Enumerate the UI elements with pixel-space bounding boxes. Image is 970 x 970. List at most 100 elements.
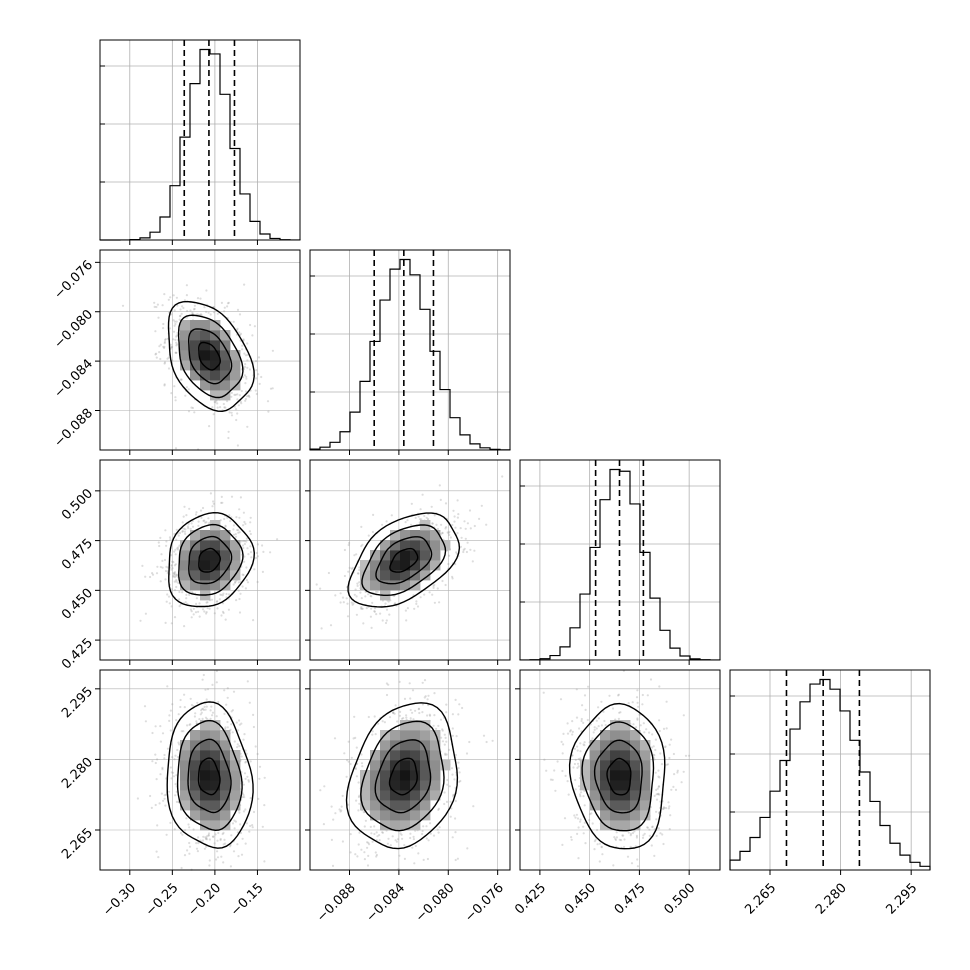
scatter-point bbox=[266, 400, 270, 403]
scatter-point bbox=[612, 864, 615, 867]
density-cell bbox=[630, 730, 641, 741]
scatter-point bbox=[370, 595, 373, 598]
scatter-point bbox=[233, 819, 236, 822]
density-cell bbox=[610, 760, 621, 771]
density-cell bbox=[190, 540, 201, 551]
scatter-point bbox=[223, 712, 226, 716]
scatter-point bbox=[447, 531, 450, 535]
scatter-point bbox=[185, 597, 188, 600]
scatter-point bbox=[659, 752, 662, 755]
density-cell bbox=[640, 750, 651, 761]
scatter-point bbox=[343, 548, 346, 552]
density-cell bbox=[440, 540, 451, 551]
density-cell bbox=[220, 750, 231, 761]
density-cell bbox=[420, 750, 431, 761]
density-cell bbox=[630, 790, 641, 801]
scatter-point bbox=[648, 731, 651, 734]
scatter-point bbox=[172, 319, 175, 322]
y-tick-label: 2.295 bbox=[59, 684, 96, 721]
density-cell bbox=[410, 750, 421, 761]
scatter-point bbox=[370, 832, 373, 835]
density-cell bbox=[420, 530, 431, 541]
density-cell bbox=[180, 790, 191, 801]
density-cell bbox=[590, 750, 601, 761]
scatter-point bbox=[241, 348, 244, 351]
scatter-point bbox=[579, 750, 582, 753]
scatter-point bbox=[405, 716, 408, 719]
scatter-point bbox=[157, 541, 160, 544]
scatter-point bbox=[163, 345, 166, 348]
scatter-point bbox=[657, 827, 660, 830]
scatter-point bbox=[209, 717, 212, 720]
density-cell bbox=[210, 790, 221, 801]
scatter-point bbox=[191, 406, 194, 410]
scatter-point bbox=[423, 679, 427, 682]
scatter-point bbox=[183, 706, 186, 709]
scatter-point bbox=[242, 794, 245, 797]
scatter-point bbox=[253, 568, 256, 571]
scatter-point bbox=[179, 314, 182, 317]
scatter-point bbox=[436, 587, 439, 590]
scatter-point bbox=[608, 694, 611, 697]
scatter-point bbox=[246, 775, 249, 778]
scatter-point bbox=[350, 756, 353, 759]
scatter-point bbox=[174, 351, 178, 354]
scatter-point bbox=[635, 834, 639, 838]
scatter-point bbox=[369, 825, 372, 829]
scatter-point bbox=[246, 547, 249, 550]
density-cell bbox=[210, 780, 221, 791]
scatter-point bbox=[319, 789, 322, 792]
scatter-point bbox=[249, 824, 252, 828]
density-cell bbox=[210, 380, 221, 391]
scatter-point bbox=[655, 793, 658, 796]
scatter-point bbox=[425, 825, 428, 828]
scatter-point bbox=[175, 351, 178, 354]
scatter-point bbox=[450, 807, 453, 810]
scatter-point bbox=[630, 862, 634, 865]
density-cell bbox=[200, 820, 211, 831]
scatter-point bbox=[577, 757, 580, 761]
scatter-point bbox=[225, 703, 228, 706]
scatter-point bbox=[443, 802, 446, 806]
scatter-point bbox=[158, 802, 161, 805]
density-cell bbox=[210, 320, 221, 331]
scatter-point bbox=[196, 850, 199, 853]
scatter-point bbox=[360, 848, 363, 851]
scatter-point bbox=[579, 818, 582, 821]
scatter-point bbox=[457, 713, 460, 716]
density-cell bbox=[590, 790, 601, 801]
scatter-point bbox=[588, 813, 592, 816]
scatter-point bbox=[192, 607, 195, 610]
scatter-point bbox=[215, 858, 218, 861]
scatter-point bbox=[366, 846, 369, 849]
scatter-point bbox=[258, 765, 262, 768]
scatter-point bbox=[411, 846, 414, 849]
scatter-point bbox=[361, 765, 364, 768]
scatter-point bbox=[180, 378, 183, 381]
scatter-point bbox=[198, 615, 201, 618]
scatter-point bbox=[450, 767, 454, 770]
scatter-point bbox=[451, 734, 454, 737]
scatter-point bbox=[255, 369, 258, 372]
scatter-point bbox=[602, 710, 605, 713]
scatter-point bbox=[622, 834, 625, 837]
scatter-point bbox=[156, 303, 159, 306]
scatter-point bbox=[347, 543, 350, 547]
scatter-point bbox=[600, 724, 604, 727]
scatter-point bbox=[372, 513, 375, 517]
scatter-point bbox=[238, 611, 242, 614]
scatter-point bbox=[205, 837, 208, 840]
scatter-point bbox=[178, 590, 181, 594]
scatter-point bbox=[371, 733, 374, 736]
scatter-point bbox=[143, 705, 147, 708]
scatter-point bbox=[238, 331, 241, 334]
density-cell bbox=[180, 800, 191, 811]
scatter-point bbox=[449, 800, 452, 803]
scatter-point bbox=[349, 851, 352, 854]
scatter-point bbox=[614, 838, 618, 842]
density-cell bbox=[370, 760, 381, 771]
scatter-point bbox=[471, 560, 474, 563]
scatter-point bbox=[238, 508, 241, 511]
density-cell bbox=[400, 800, 411, 811]
scatter-point bbox=[236, 393, 239, 396]
